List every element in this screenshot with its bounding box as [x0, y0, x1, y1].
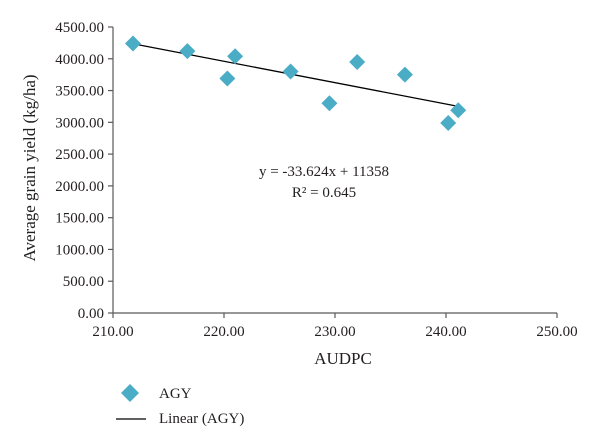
legend: AGY Linear (AGY): [116, 384, 244, 427]
legend-marker-diamond: [121, 384, 139, 402]
x-tick-label: 210.00: [92, 324, 133, 340]
data-point-diamond: [179, 43, 196, 60]
x-axis-ticks: 210.00 220.00 230.00 240.00 250.00: [92, 313, 578, 340]
plot-area: 210.00 220.00 230.00 240.00 250.00 0.00 500.0…: [55, 20, 577, 340]
legend-label-linear: Linear (AGY): [159, 411, 244, 427]
data-point-diamond: [124, 35, 141, 52]
y-tick-label: 0.00: [78, 306, 104, 322]
data-points: [124, 35, 467, 131]
y-tick-label: 1500.00: [55, 211, 104, 227]
y-tick-label: 2500.00: [55, 147, 104, 163]
x-tick-label: 230.00: [314, 324, 355, 340]
y-tick-label: 500.00: [63, 274, 104, 290]
regression-equation: y = -33.624x + 11358: [259, 164, 389, 180]
data-point-diamond: [396, 66, 413, 83]
y-tick-label: 4500.00: [55, 20, 104, 36]
y-tick-label: 3000.00: [55, 115, 104, 131]
x-tick-label: 240.00: [425, 324, 466, 340]
y-tick-label: 1000.00: [55, 242, 104, 258]
data-point-diamond: [321, 95, 338, 112]
y-tick-label: 3500.00: [55, 84, 104, 100]
data-point-diamond: [440, 114, 457, 131]
x-tick-label: 250.00: [536, 324, 577, 340]
legend-label-agy: AGY: [159, 386, 192, 402]
y-tick-label: 4000.00: [55, 52, 104, 68]
x-axis-title: AUDPC: [314, 349, 372, 368]
data-point-diamond: [282, 63, 299, 80]
data-point-diamond: [349, 53, 366, 70]
y-axis-ticks: 0.00 500.00 1000.00 1500.00 2000.00 2500.00 30…: [55, 20, 113, 322]
x-tick-label: 220.00: [203, 324, 244, 340]
data-point-diamond: [450, 102, 467, 119]
r-squared-label: R² = 0.645: [292, 185, 356, 201]
data-point-diamond: [227, 48, 244, 65]
y-axis-title: Average grain yield (kg/ha): [20, 74, 39, 261]
y-tick-label: 2000.00: [55, 179, 104, 195]
data-point-diamond: [219, 70, 236, 87]
